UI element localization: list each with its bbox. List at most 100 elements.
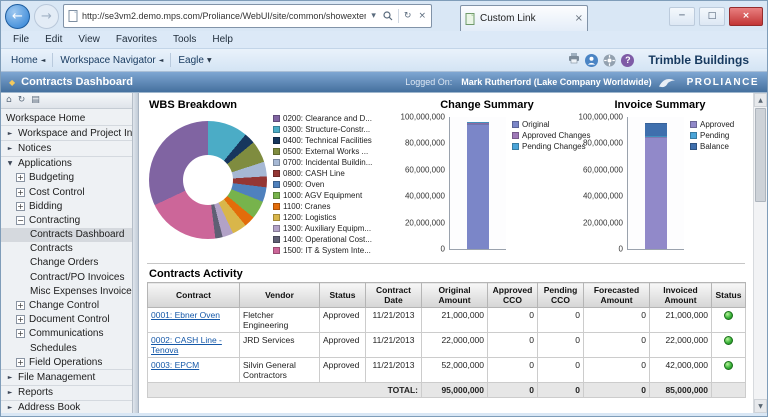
sidebar-item-reports[interactable]: ► Reports — [1, 384, 132, 400]
expand-arrow-icon[interactable]: ► — [7, 389, 13, 397]
address-bar[interactable]: http://se3vm2.demo.mps.com/Proliance/Web… — [63, 4, 432, 28]
cell-date: 11/21/2013 — [365, 307, 422, 333]
list-icon[interactable]: ▤ — [31, 95, 40, 105]
expand-plus-icon[interactable]: + — [16, 301, 25, 311]
sidebar-item-address-book[interactable]: ► Address Book — [1, 399, 132, 413]
browser-tab[interactable]: Custom Link × — [460, 5, 588, 31]
expand-plus-icon[interactable]: + — [16, 357, 25, 367]
contract-link[interactable]: 0001: Ebner Oven — [151, 310, 220, 320]
expand-plus-icon[interactable]: + — [16, 187, 25, 197]
total-label: TOTAL: — [147, 382, 422, 398]
tab-close-icon[interactable]: × — [574, 13, 583, 24]
workspace-navigator-item[interactable]: Workspace Navigator ◄ — [56, 55, 167, 66]
column-header-approved-cco: Approved CCO — [487, 282, 538, 308]
section-divider — [147, 263, 745, 264]
expand-plus-icon[interactable]: + — [16, 315, 25, 325]
minimize-button[interactable]: ─ — [669, 6, 695, 26]
print-icon[interactable] — [568, 51, 580, 69]
legend-swatch — [273, 181, 280, 188]
y-axis-label: 20,000,000 — [404, 218, 445, 228]
stop-icon[interactable]: × — [418, 11, 426, 21]
collapse-left-icon[interactable]: ◄ — [158, 56, 164, 64]
home-icon[interactable]: ⌂ — [6, 95, 12, 105]
cell-approved_cco: 0 — [487, 332, 538, 358]
refresh-icon[interactable]: ↻ — [403, 11, 412, 21]
user-icon[interactable] — [585, 53, 599, 67]
bar-segment-approved-changes — [467, 122, 489, 124]
legend-swatch — [273, 170, 280, 177]
expand-arrow-icon[interactable]: ► — [7, 373, 13, 381]
menu-file[interactable]: File — [13, 34, 30, 45]
sidebar-item-file-management[interactable]: ► File Management — [1, 369, 132, 384]
collapse-left-icon[interactable]: ◄ — [40, 56, 46, 64]
vertical-scrollbar[interactable]: ▲ ▼ — [753, 93, 767, 413]
sidebar-item-workspace-home[interactable]: Workspace Home — [1, 111, 132, 125]
settings-gear-icon[interactable] — [603, 54, 616, 67]
sidebar-item-communications[interactable]: + Communications — [1, 327, 132, 341]
sidebar-item-change-orders[interactable]: Change Orders — [1, 256, 132, 270]
expand-arrow-icon[interactable]: ► — [7, 129, 13, 137]
home-menu-item[interactable]: Home ◄ — [7, 55, 49, 66]
help-icon[interactable]: ? — [621, 53, 635, 67]
sidebar-item-budgeting[interactable]: + Budgeting — [1, 171, 132, 185]
scroll-up-icon[interactable]: ▲ — [754, 93, 767, 107]
sidebar-item-applications[interactable]: ▼ Applications — [1, 155, 132, 171]
address-dropdown-icon[interactable]: ▾ — [371, 11, 376, 21]
forward-button[interactable]: → — [34, 3, 59, 29]
invoice-summary-title: Invoice Summary — [614, 99, 706, 111]
sidebar-splitter[interactable] — [133, 93, 139, 413]
close-button[interactable]: × — [729, 6, 763, 26]
total-approved_cco: 0 — [487, 382, 538, 398]
menu-favorites[interactable]: Favorites — [115, 34, 157, 45]
url-text[interactable]: http://se3vm2.demo.mps.com/Proliance/Web… — [82, 11, 367, 21]
legend-swatch — [273, 236, 280, 243]
legend-item: 0900: Oven — [273, 179, 372, 190]
command-divider — [52, 53, 54, 67]
sidebar-item-notices[interactable]: ► Notices — [1, 140, 132, 155]
cell-invoiced: 42,000,000 — [649, 357, 712, 383]
sidebar-item-bidding[interactable]: + Bidding — [1, 199, 132, 213]
sidebar-item-cost-control[interactable]: + Cost Control — [1, 185, 132, 199]
scrollbar-thumb[interactable] — [755, 108, 766, 202]
table-body: 0001: Ebner Oven Fletcher Engineering Appr… — [147, 307, 746, 398]
column-header-original-amount: Original Amount — [421, 282, 488, 308]
y-axis-label: 0 — [440, 244, 445, 254]
sidebar-item-misc-expenses-invoice[interactable]: Misc Expenses Invoice — [1, 284, 132, 298]
contract-link[interactable]: 0002: CASH Line - Tenova — [151, 335, 222, 355]
cell-vendor: Fletcher Engineering — [239, 307, 320, 333]
workspace-selector[interactable]: Eagle ▼ — [174, 55, 215, 66]
expand-plus-icon[interactable]: + — [16, 201, 25, 211]
legend-swatch — [273, 192, 280, 199]
menu-tools[interactable]: Tools — [172, 34, 197, 45]
sidebar-item-change-control[interactable]: + Change Control — [1, 298, 132, 312]
sidebar-item-contracting[interactable]: − Contracting — [1, 213, 132, 227]
menu-edit[interactable]: Edit — [45, 34, 63, 45]
sidebar-item-contracts-dashboard[interactable]: Contracts Dashboard — [1, 227, 132, 242]
page-title: Contracts Dashboard — [21, 76, 134, 88]
expand-plus-icon[interactable]: + — [16, 329, 25, 339]
expand-arrow-icon[interactable]: ► — [7, 404, 13, 412]
invoice-summary-chart: Invoice Summary 100,000,000 80,000,000 60,… — [575, 97, 743, 256]
sidebar-item-workspace-and-project-info[interactable]: ► Workspace and Project Info — [1, 125, 132, 140]
sidebar-item-schedules[interactable]: Schedules — [1, 341, 132, 355]
collapse-arrow-icon[interactable]: ▼ — [7, 160, 13, 168]
maximize-button[interactable]: □ — [699, 6, 725, 26]
expand-arrow-icon[interactable]: ► — [7, 144, 13, 152]
expand-plus-icon[interactable]: + — [16, 173, 25, 183]
sidebar-item-contracts[interactable]: Contracts — [1, 242, 132, 256]
sidebar-item-document-control[interactable]: + Document Control — [1, 313, 132, 327]
legend-swatch — [273, 126, 280, 133]
menu-view[interactable]: View — [78, 34, 100, 45]
scroll-down-icon[interactable]: ▼ — [754, 399, 767, 413]
search-icon[interactable] — [381, 11, 395, 21]
chevron-down-icon[interactable]: ▼ — [206, 56, 212, 64]
back-button[interactable]: ← — [5, 3, 30, 29]
sidebar-item-contract-po-invoices[interactable]: Contract/PO Invoices — [1, 270, 132, 284]
contract-link[interactable]: 0003: EPCM — [151, 360, 200, 370]
collapse-minus-icon[interactable]: − — [16, 215, 25, 225]
legend-label: Pending Changes — [522, 142, 586, 151]
refresh-icon[interactable]: ↻ — [17, 95, 26, 105]
y-axis: 100,000,000 80,000,000 60,000,000 40,000,00… — [397, 113, 449, 254]
sidebar-item-field-operations[interactable]: + Field Operations — [1, 355, 132, 369]
menu-help[interactable]: Help — [212, 34, 233, 45]
